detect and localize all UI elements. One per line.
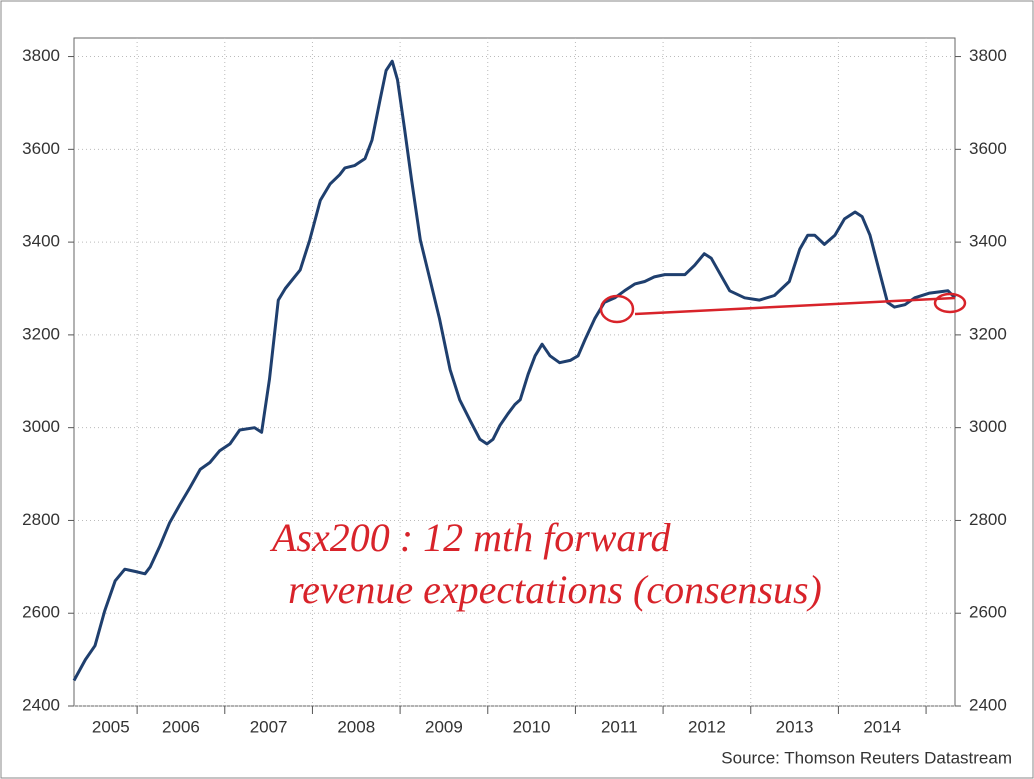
y2-tick-label: 3800 (969, 46, 1007, 65)
x-tick-label: 2006 (162, 717, 200, 736)
y2-tick-label: 3000 (969, 417, 1007, 436)
x-tick-label: 2005 (92, 717, 130, 736)
x-tick-label: 2008 (337, 717, 375, 736)
y-tick-label: 3200 (22, 324, 60, 343)
x-tick-label: 2010 (513, 717, 551, 736)
y2-tick-label: 2800 (969, 510, 1007, 529)
x-tick-label: 2014 (863, 717, 901, 736)
y2-tick-label: 3200 (969, 324, 1007, 343)
annotation: revenue expectations (consensus) (288, 567, 822, 612)
x-tick-label: 2009 (425, 717, 463, 736)
y2-tick-label: 2400 (969, 695, 1007, 714)
y-tick-label: 3600 (22, 139, 60, 158)
annotation-circle (933, 292, 967, 314)
line-series (72, 59, 957, 682)
annotation: Asx200 : 12 mth forward (269, 515, 672, 560)
y2-tick-label: 2600 (969, 603, 1007, 622)
source: Source: Thomson Reuters Datastream (721, 748, 1012, 767)
x-tick-label: 2013 (776, 717, 814, 736)
annotation-circle (599, 294, 635, 324)
x-tick-label: 2012 (688, 717, 726, 736)
y-tick-label: 3400 (22, 232, 60, 251)
annotation-line (634, 296, 956, 316)
x-tick-label: 2011 (601, 717, 638, 736)
y-tick-label: 3800 (22, 46, 60, 65)
y-tick-label: 2800 (22, 510, 60, 529)
y2-tick-label: 3400 (969, 232, 1007, 251)
x-tick-label: 2007 (250, 717, 288, 736)
y-tick-label: 2600 (22, 603, 60, 622)
y2-tick-label: 3600 (969, 139, 1007, 158)
y-tick-label: 3000 (22, 417, 60, 436)
y-tick-label: 2400 (22, 695, 60, 714)
